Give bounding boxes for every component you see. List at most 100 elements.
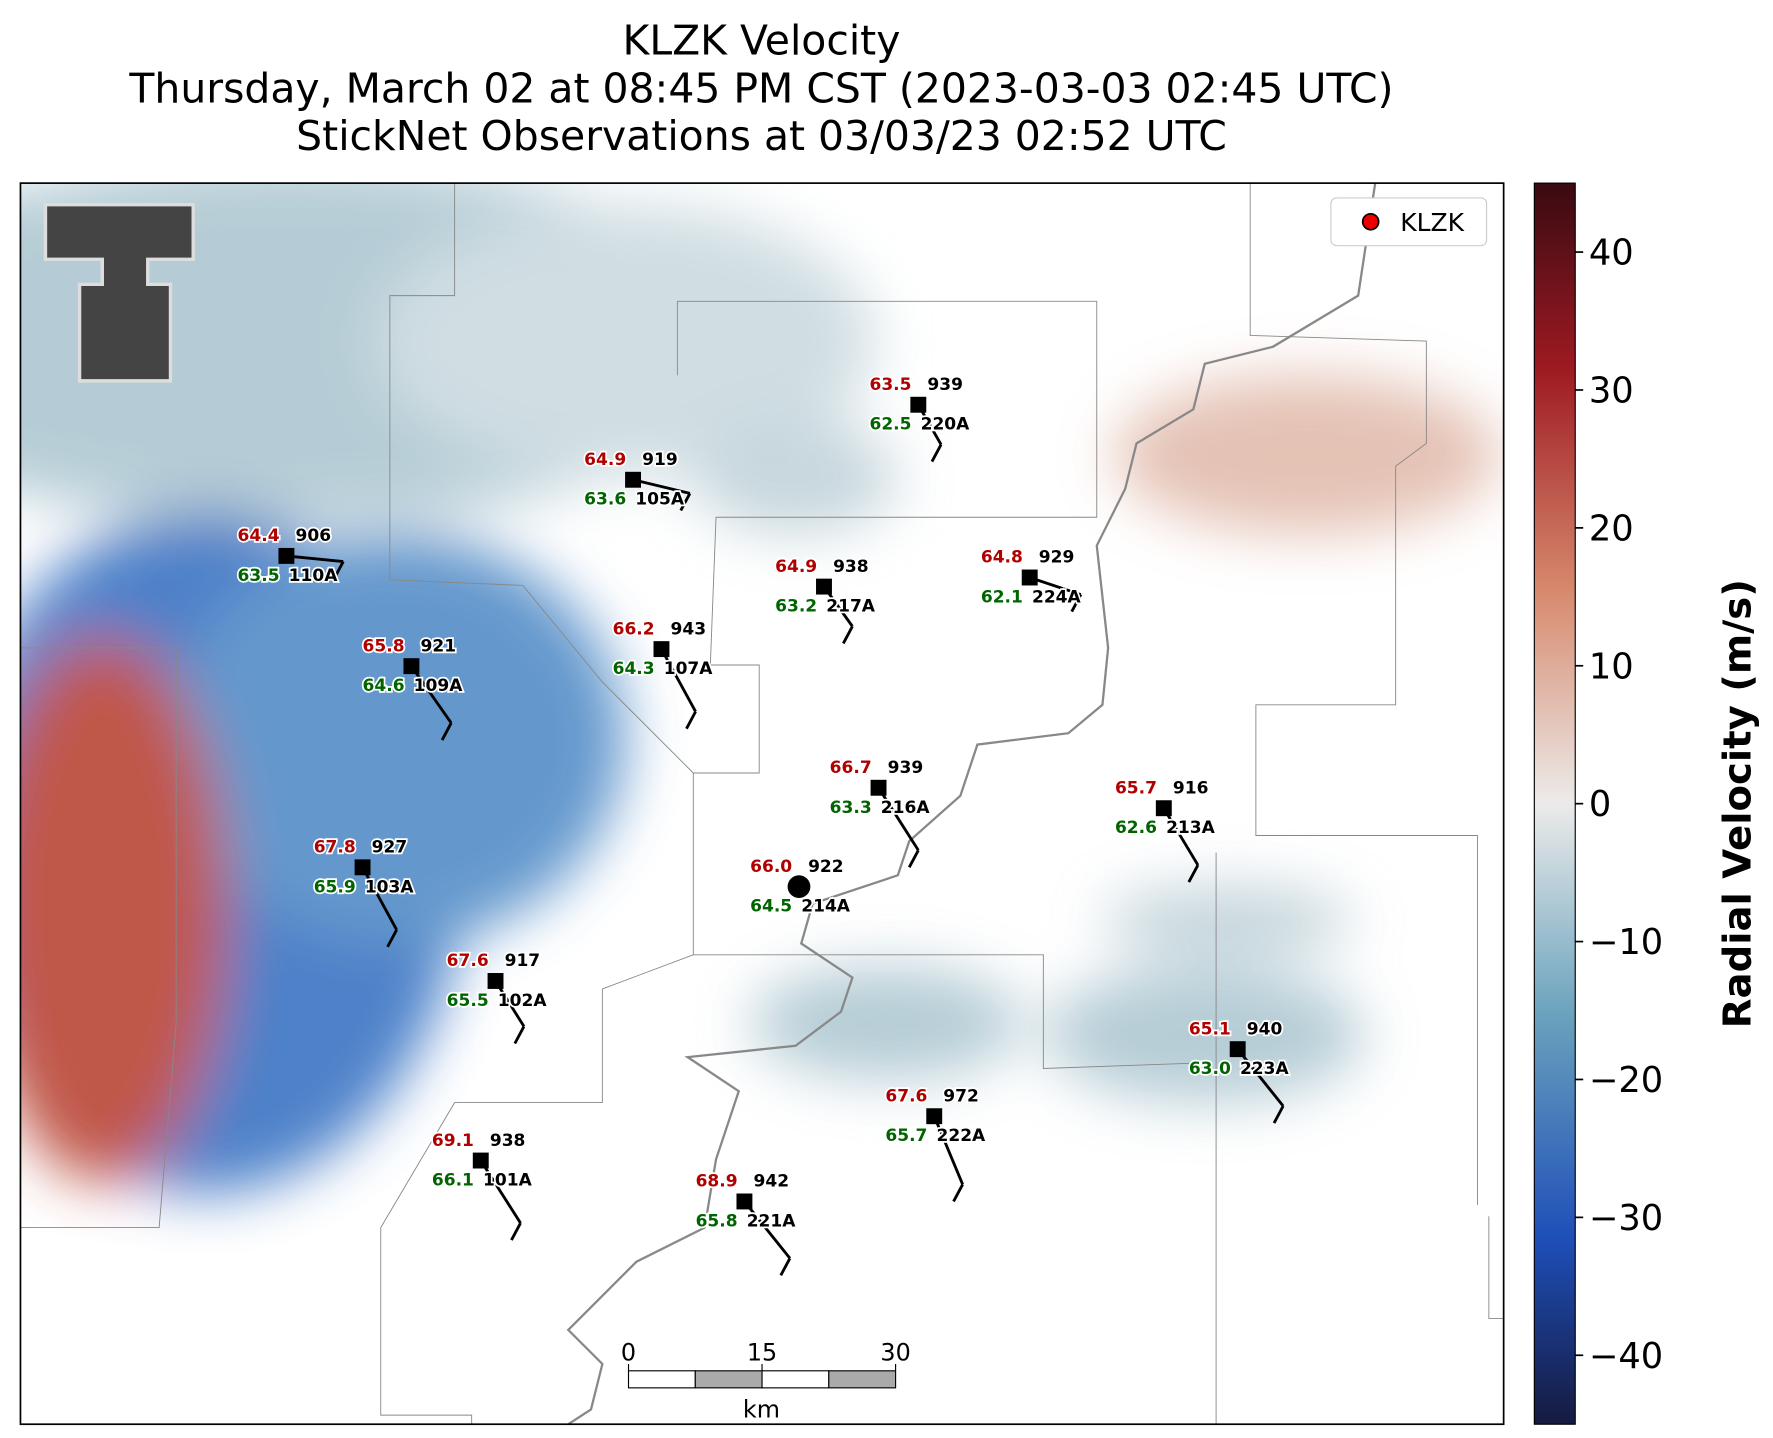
station: 65.8 921 64.6 109A <box>361 635 465 741</box>
map-frame <box>19 182 1505 1426</box>
title-line: Thursday, March 02 at 08:45 PM CST (2023… <box>128 64 1393 112</box>
title-line: StickNet Observations at 03/03/23 02:52 … <box>296 112 1227 160</box>
colorbar-tick-label: 10 <box>1589 646 1634 687</box>
station-id: 220A <box>921 415 971 435</box>
colorbar-tick-label: −10 <box>1589 922 1663 963</box>
pressure: 917 <box>505 951 541 971</box>
temperature: 65.7 <box>1115 778 1157 798</box>
wind-barb <box>286 554 344 564</box>
temperature: 66.7 <box>830 758 872 778</box>
colorbar-tick-label: 30 <box>1589 370 1634 411</box>
wind-barb <box>440 722 453 741</box>
pressure: 940 <box>1247 1019 1283 1039</box>
pressure: 938 <box>490 1131 526 1151</box>
pressure: 919 <box>642 450 678 470</box>
colorbar-tick-label: 40 <box>1589 233 1634 274</box>
colorbar: Radial Velocity (m/s) −40 −30 −20 −10 0 10 20 3… <box>1533 182 1760 1425</box>
station-marker <box>278 547 295 564</box>
station: 67.8 927 65.9 103A <box>312 836 416 948</box>
temperature: 67.8 <box>314 838 356 858</box>
station: 66.0 922 64.5 214A <box>748 855 852 918</box>
wind-barb <box>510 1222 522 1241</box>
scale-tick-label: 15 <box>747 1339 777 1367</box>
station: 67.6 972 65.7 222A <box>884 1085 988 1203</box>
colorbar-label: Radial Velocity (m/s) <box>1715 579 1760 1028</box>
scale-bar: 0 15 30 km <box>621 1339 911 1424</box>
station-marker <box>472 1152 489 1169</box>
station-id: 101A <box>483 1171 533 1191</box>
station-id: 110A <box>289 566 339 586</box>
dewpoint: 63.0 <box>1189 1059 1231 1079</box>
colorbar-tick-label: 20 <box>1589 508 1634 549</box>
wind-barb <box>952 1183 964 1203</box>
dewpoint: 62.6 <box>1115 818 1157 838</box>
station: 66.2 943 64.3 107A <box>611 618 715 730</box>
wind-barb <box>679 492 692 512</box>
temperature: 64.9 <box>775 557 817 577</box>
wind-barb <box>479 1159 522 1224</box>
title-line: KLZK Velocity <box>623 17 901 65</box>
temperature: 67.6 <box>447 951 489 971</box>
colorbar-tick-label: −20 <box>1589 1060 1663 1101</box>
scale-segment <box>694 1370 763 1389</box>
wind-barb <box>743 1200 792 1260</box>
wind-barb <box>632 478 691 495</box>
station: 64.9 938 63.2 217A <box>773 555 878 645</box>
station-marker <box>816 578 832 595</box>
pressure: 916 <box>1173 778 1209 798</box>
dewpoint: 65.5 <box>447 991 489 1011</box>
dewpoint: 62.1 <box>981 588 1023 608</box>
station: 63.5 939 62.5 220A <box>868 373 972 463</box>
pressure: 906 <box>295 526 331 546</box>
temperature: 64.9 <box>584 450 626 470</box>
temperature: 65.8 <box>363 636 405 656</box>
station-marker <box>736 1193 753 1210</box>
pressure: 939 <box>888 758 924 778</box>
station-id: 213A <box>1166 818 1216 838</box>
wind-barb <box>932 1115 964 1185</box>
station: 66.7 939 63.3 216A <box>828 756 932 868</box>
pressure: 972 <box>943 1086 979 1106</box>
station-id: 105A <box>635 490 685 510</box>
temperature: 69.1 <box>432 1131 474 1151</box>
station-id: 102A <box>498 991 548 1011</box>
dewpoint: 65.8 <box>696 1211 738 1231</box>
station-marker <box>487 973 504 989</box>
legend-marker <box>1361 212 1380 231</box>
pressure: 938 <box>833 557 869 577</box>
logo <box>43 203 195 383</box>
pressure: 922 <box>808 857 844 877</box>
station-marker <box>926 1108 943 1125</box>
title: KLZK Velocity Thursday, March 02 at 08:4… <box>128 17 1393 160</box>
wind-barb <box>842 625 854 645</box>
pressure: 921 <box>421 636 457 656</box>
station-marker <box>870 779 887 796</box>
legend-label: KLZK <box>1400 208 1464 237</box>
station: 64.8 929 62.1 224A <box>979 546 1083 613</box>
station: 67.6 917 65.5 102A <box>445 949 549 1045</box>
station-id: 221A <box>747 1211 797 1231</box>
temperature: 67.6 <box>885 1086 927 1106</box>
temperature: 65.1 <box>1189 1019 1231 1039</box>
temperature: 64.4 <box>238 526 280 546</box>
temperature: 63.5 <box>869 375 911 395</box>
dewpoint: 64.6 <box>363 676 405 696</box>
radar-site <box>787 875 811 899</box>
station-marker <box>1229 1041 1246 1058</box>
wind-barb <box>361 866 398 931</box>
wind-barb <box>1272 1105 1285 1124</box>
scale-segment <box>761 1370 830 1389</box>
dewpoint: 63.2 <box>775 597 817 617</box>
scale-tick-label: 0 <box>621 1339 636 1367</box>
station-id: 103A <box>365 877 415 897</box>
station-id: 109A <box>414 676 464 696</box>
wind-barb <box>685 710 697 730</box>
station-id: 224A <box>1032 588 1082 608</box>
wind-barb <box>660 648 697 713</box>
station: 64.9 919 63.6 105A <box>582 448 692 512</box>
station-marker <box>1155 800 1172 817</box>
station-marker <box>625 471 642 488</box>
legend: KLZK <box>1330 197 1488 247</box>
dewpoint: 66.1 <box>432 1171 474 1191</box>
